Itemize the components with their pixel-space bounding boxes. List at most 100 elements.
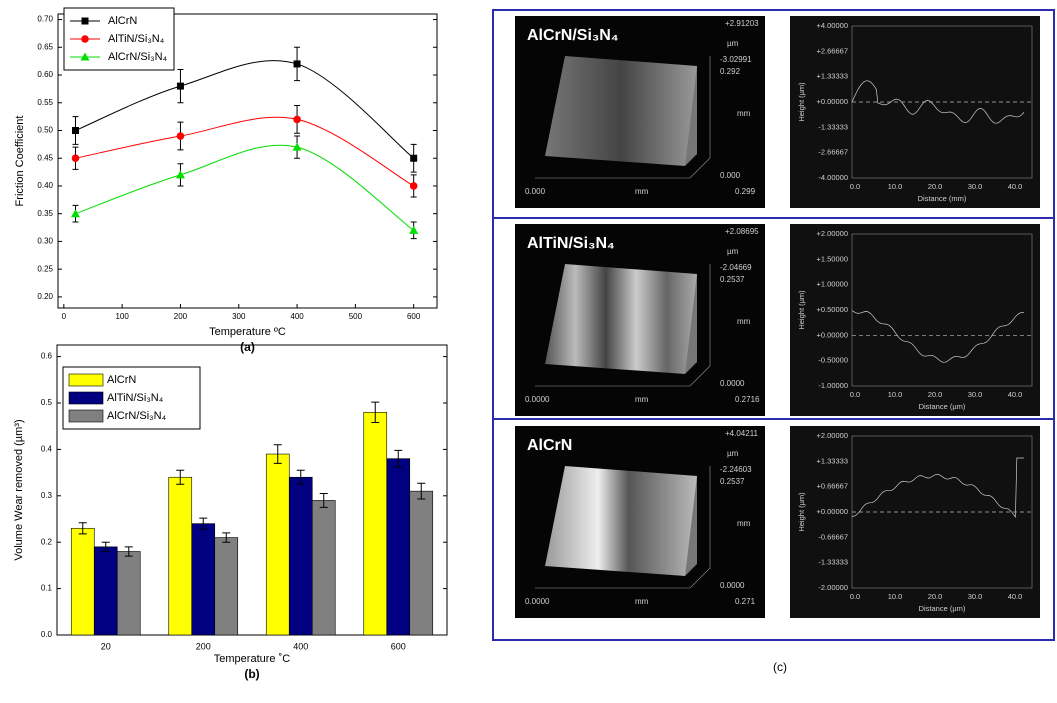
x-tick-label: 300 xyxy=(232,312,246,321)
surface-scale-label: 0.2716 xyxy=(735,395,760,404)
profile-y-label: Height (µm) xyxy=(797,290,806,330)
profile-y-tick-label: +1.00000 xyxy=(817,280,849,289)
surface-scale-label: +4.04211 xyxy=(725,429,759,438)
profile-x-tick-label: 30.0 xyxy=(968,592,983,601)
surface-scale-label: 0.000 xyxy=(525,187,546,196)
surface-scale-label: -2.04669 xyxy=(720,263,752,272)
profile-y-tick-label: +0.00000 xyxy=(817,330,849,339)
marker xyxy=(410,155,417,162)
profile-x-label: Distance (mm) xyxy=(918,194,967,203)
surface-scale-label: 0.2537 xyxy=(720,477,745,486)
surface-scale-label: 0.0000 xyxy=(720,379,745,388)
surface-scale-label: +2.91203 xyxy=(725,19,759,28)
surface-scale-label: 0.0000 xyxy=(525,597,550,606)
bar xyxy=(387,459,410,635)
x-tick-label: 200 xyxy=(196,641,211,651)
bar xyxy=(289,477,312,635)
legend-label: AlCrN xyxy=(107,374,136,386)
y-tick-label: 0.25 xyxy=(37,264,53,273)
profile-y-tick-label: -1.33333 xyxy=(818,122,848,131)
y-axis-label: Friction Coefficient xyxy=(14,116,26,207)
surface-top xyxy=(545,264,697,374)
marker xyxy=(410,182,418,190)
profile-y-tick-label: +0.50000 xyxy=(817,305,849,314)
x-axis-label: Temperature ºC xyxy=(209,326,286,338)
profile-x-tick-label: 30.0 xyxy=(968,390,983,399)
x-tick-label: 600 xyxy=(407,312,421,321)
profile-y-tick-label: +1.50000 xyxy=(817,254,849,263)
profile-y-tick-label: -2.00000 xyxy=(818,583,848,592)
y-tick-label: 0.6 xyxy=(41,352,53,361)
surface-image: AlTiN/Si₃N₄+2.08695µm-2.046690.2537mm0.0… xyxy=(515,224,765,416)
bar xyxy=(215,538,238,635)
y-tick-label: 0.35 xyxy=(37,209,53,218)
bar xyxy=(169,477,192,635)
profile-image: +4.00000+2.66667+1.33333+0.00000-1.33333… xyxy=(790,16,1040,208)
legend-label: AlTiN/Si₃N₄ xyxy=(107,392,164,404)
series-line xyxy=(75,61,413,159)
x-tick-label: 600 xyxy=(391,641,406,651)
marker xyxy=(294,60,301,67)
marker xyxy=(81,35,89,43)
y-tick-label: 0.0 xyxy=(41,630,53,639)
profile-y-tick-label: -2.66667 xyxy=(818,148,848,157)
y-tick-label: 0.40 xyxy=(37,181,53,190)
surface-scale-label: mm xyxy=(635,395,649,404)
profile-y-label: Height (µm) xyxy=(797,82,806,122)
legend-swatch xyxy=(69,392,103,404)
surface-label: AlCrN/Si₃N₄ xyxy=(527,27,618,44)
profile-y-tick-label: -0.50000 xyxy=(818,356,848,365)
y-tick-label: 0.60 xyxy=(37,70,53,79)
y-tick-label: 0.45 xyxy=(37,153,53,162)
surface-scale-label: 0.271 xyxy=(735,597,756,606)
profile-x-label: Distance (µm) xyxy=(919,402,966,411)
marker xyxy=(72,127,79,134)
profile-y-tick-label: +2.00000 xyxy=(817,229,849,238)
y-tick-label: 0.30 xyxy=(37,237,53,246)
y-axis-label: Volume Wear removed (µm³) xyxy=(13,419,25,560)
surface-scale-label: 0.299 xyxy=(735,187,756,196)
marker xyxy=(409,226,418,234)
y-tick-label: 0.2 xyxy=(41,537,53,546)
profile-image: +2.00000+1.33333+0.66667+0.00000-0.66667… xyxy=(790,426,1040,618)
profile-x-tick-label: 0.0 xyxy=(850,182,860,191)
caption: (a) xyxy=(240,340,255,354)
figure: (c) 01002003004005006000.200.250.300.350… xyxy=(0,0,1057,703)
bar xyxy=(364,412,387,635)
profile-x-tick-label: 10.0 xyxy=(888,390,903,399)
bar xyxy=(410,491,433,635)
bar xyxy=(71,528,94,635)
profile-x-tick-label: 20.0 xyxy=(928,592,943,601)
surface-scale-label: µm xyxy=(727,449,739,458)
profile-x-tick-label: 40.0 xyxy=(1008,182,1023,191)
y-tick-label: 0.4 xyxy=(41,445,53,454)
profile-y-tick-label: +1.33333 xyxy=(817,72,849,81)
x-tick-label: 200 xyxy=(174,312,188,321)
marker xyxy=(293,116,301,124)
profile-x-tick-label: 10.0 xyxy=(888,182,903,191)
y-tick-label: 0.5 xyxy=(41,398,53,407)
surface-scale-label: 0.2537 xyxy=(720,275,745,284)
surface-image: AlCrN/Si₃N₄+2.91203µm-3.029910.292mm0.00… xyxy=(515,16,765,208)
surface-label: AlCrN xyxy=(527,437,572,454)
profile-y-tick-label: +2.00000 xyxy=(817,431,849,440)
y-tick-label: 0.55 xyxy=(37,98,53,107)
surface-label: AlTiN/Si₃N₄ xyxy=(527,235,615,252)
marker xyxy=(71,209,80,217)
x-tick-label: 100 xyxy=(115,312,129,321)
surface-top xyxy=(545,56,697,166)
x-tick-label: 400 xyxy=(290,312,304,321)
profile-x-tick-label: 0.0 xyxy=(850,390,860,399)
surface-scale-label: 0.0000 xyxy=(525,395,550,404)
surface-scale-label: µm xyxy=(727,39,739,48)
y-tick-label: 0.1 xyxy=(41,584,53,593)
legend-swatch xyxy=(69,374,103,386)
y-tick-label: 0.20 xyxy=(37,292,53,301)
profile-x-tick-label: 10.0 xyxy=(888,592,903,601)
surface-scale-label: mm xyxy=(635,187,649,196)
legend-label: AlCrN xyxy=(108,15,137,27)
profile-y-label: Height (µm) xyxy=(797,492,806,532)
profile-y-tick-label: +4.00000 xyxy=(817,21,849,30)
surface-scale-label: mm xyxy=(737,519,751,528)
y-tick-label: 0.3 xyxy=(41,491,53,500)
